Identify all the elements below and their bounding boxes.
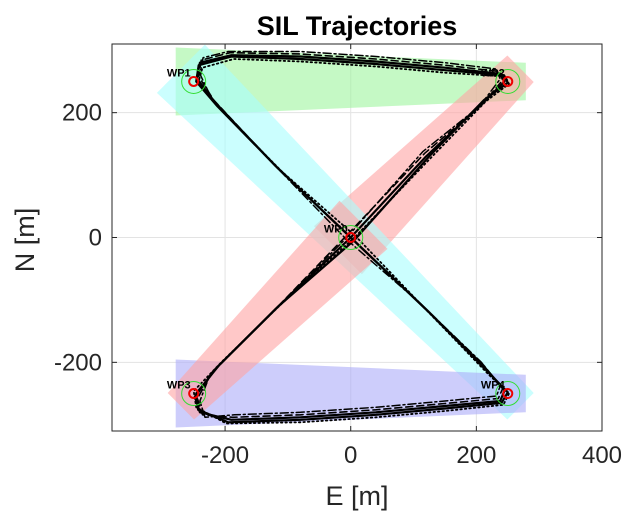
waypoint-wp2: WP2 — [481, 67, 521, 94]
waypoint-label: WP1 — [167, 67, 191, 79]
waypoint-wp1: WP1 — [167, 67, 207, 94]
chart-title: SIL Trajectories — [257, 11, 458, 41]
x-tick-label: 0 — [344, 442, 357, 469]
corridor-wp3-wp4 — [175, 359, 526, 428]
x-tick-label: 400 — [582, 442, 622, 469]
waypoint-acceptance-circle — [338, 225, 364, 250]
waypoint-marker — [502, 388, 514, 400]
x-tick-label: 200 — [456, 442, 496, 469]
x-axis-label: E [m] — [325, 481, 388, 511]
waypoint-acceptance-circle — [495, 68, 521, 94]
y-tick-label: 0 — [89, 225, 102, 252]
waypoint-wp3: WP3 — [167, 380, 207, 407]
waypoint-marker — [345, 232, 357, 243]
x-axis-ticks: -200 0 200 400 — [201, 44, 622, 469]
waypoint-wp4: WP4 — [481, 380, 521, 407]
y-axis-label: N [m] — [10, 208, 40, 273]
waypoint-label: WP2 — [481, 67, 505, 79]
waypoint-label: WP0 — [324, 224, 348, 236]
y-tick-label: -200 — [54, 349, 102, 376]
x-tick-label: -200 — [201, 442, 249, 469]
waypoint-marker — [502, 75, 514, 87]
waypoint-acceptance-circle — [495, 381, 521, 407]
y-axis-ticks: -200 0 200 — [54, 100, 602, 376]
waypoint-markers: WP0 WP1 WP2 WP3 WP4 — [167, 67, 521, 407]
waypoint-wp0: WP0 — [324, 224, 364, 250]
waypoint-marker — [188, 75, 200, 87]
waypoint-acceptance-circle — [181, 381, 207, 407]
waypoint-marker — [188, 388, 200, 400]
waypoint-acceptance-circle — [181, 68, 207, 94]
waypoint-label: WP4 — [481, 380, 506, 392]
y-tick-label: 200 — [62, 100, 102, 127]
waypoint-label: WP3 — [167, 380, 191, 392]
